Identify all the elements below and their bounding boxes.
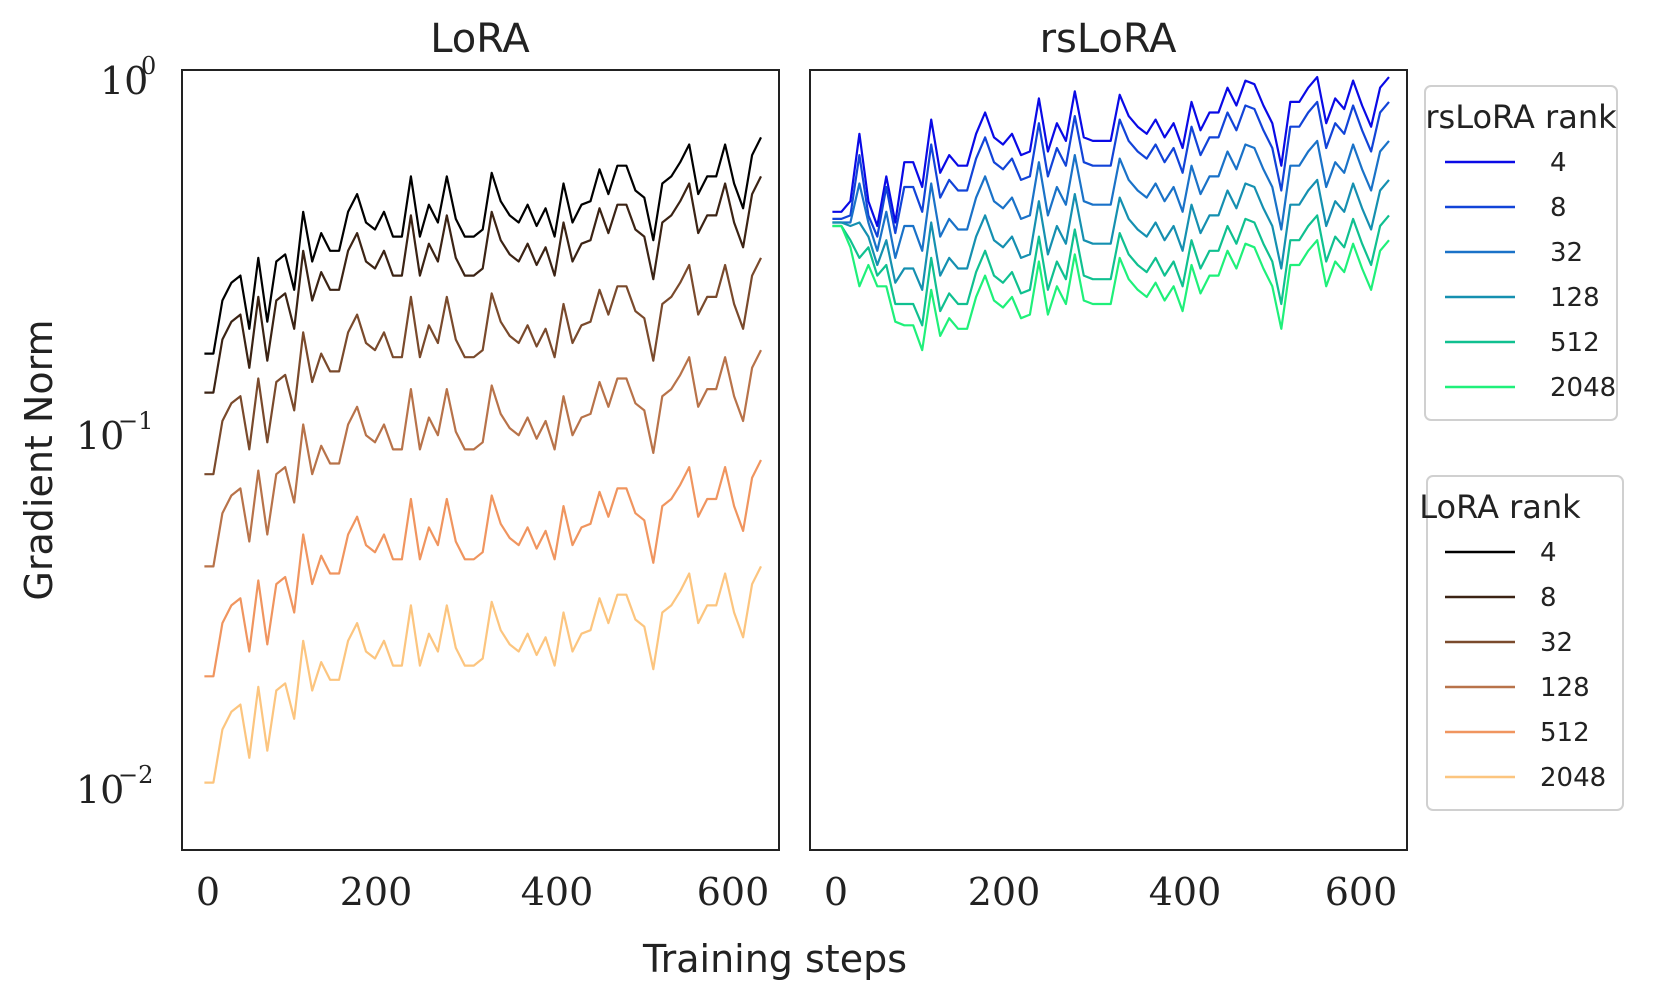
x-axis-label: Training steps <box>642 937 907 981</box>
y-tick-10e-2: 10 −2 <box>76 761 153 812</box>
rslora-series-rank-2048 <box>832 224 1390 352</box>
lora-panel-frame <box>181 69 780 851</box>
rslora-legend-label-8: 8 <box>1550 193 1567 223</box>
x-tick-label: 400 <box>521 870 594 914</box>
rslora-series-rank-128 <box>832 178 1390 291</box>
rslora-legend-label-512: 512 <box>1550 328 1600 358</box>
lora-legend-label-512: 512 <box>1540 718 1590 748</box>
lora-series-group <box>204 136 762 784</box>
y-tick-exponent: −2 <box>118 761 153 789</box>
x-tick-label: 0 <box>196 870 220 914</box>
lora-legend-label-128: 128 <box>1540 673 1590 703</box>
rslora-legend-title: rsLoRA rank <box>1425 98 1617 136</box>
x-tick-label: 200 <box>968 870 1041 914</box>
lora-legend: LoRA rank 4 8 32 128 512 2048 <box>1419 475 1624 811</box>
y-tick-base: 10 <box>76 414 124 458</box>
rslora-legend-box <box>1424 85 1618 421</box>
rslora-legend-label-2048: 2048 <box>1550 373 1616 403</box>
rslora-series-rank-32 <box>832 139 1390 259</box>
rslora-legend-label-4: 4 <box>1550 148 1567 178</box>
y-tick-exponent: −1 <box>118 407 153 435</box>
lora-x-ticks: 0 200 400 600 <box>196 870 769 914</box>
x-tick-label: 200 <box>340 870 413 914</box>
lora-legend-label-8: 8 <box>1540 583 1557 613</box>
y-tick-10e-1: 10 −1 <box>76 407 153 458</box>
rslora-series-rank-4 <box>832 75 1390 228</box>
rslora-panel-frame <box>809 69 1408 851</box>
rslora-series-group <box>832 75 1390 352</box>
y-tick-base: 10 <box>100 59 148 103</box>
rslora-panel-title: rsLoRA <box>1040 16 1178 62</box>
lora-legend-title: LoRA rank <box>1419 488 1581 526</box>
x-tick-label: 600 <box>697 870 770 914</box>
rslora-legend-label-32: 32 <box>1550 238 1583 268</box>
y-tick-base: 10 <box>76 768 124 812</box>
y-tick-exponent: 0 <box>141 52 156 80</box>
lora-legend-label-2048: 2048 <box>1540 763 1606 793</box>
lora-legend-label-4: 4 <box>1540 538 1557 568</box>
lora-series-rank-2048 <box>204 565 762 784</box>
lora-legend-box <box>1426 475 1624 811</box>
y-tick-10e0: 10 0 <box>100 52 156 103</box>
y-axis-label: Gradient Norm <box>17 319 61 600</box>
rslora-x-ticks: 0 200 400 600 <box>824 870 1397 914</box>
rslora-legend: rsLoRA rank 4 8 32 128 512 2048 <box>1424 85 1618 421</box>
lora-series-rank-32 <box>204 257 762 476</box>
x-tick-label: 400 <box>1149 870 1222 914</box>
rslora-series-rank-512 <box>832 214 1390 327</box>
x-tick-label: 0 <box>824 870 848 914</box>
rslora-series-rank-8 <box>832 100 1390 238</box>
lora-series-rank-512 <box>204 459 762 678</box>
lora-legend-entries: 4 8 32 128 512 2048 <box>1445 538 1606 793</box>
x-tick-label: 600 <box>1325 870 1398 914</box>
lora-series-rank-128 <box>204 349 762 568</box>
lora-series-rank-4 <box>204 136 762 355</box>
lora-series-rank-8 <box>204 175 762 394</box>
rslora-legend-entries: 4 8 32 128 512 2048 <box>1445 148 1616 403</box>
lora-panel-title: LoRA <box>430 16 530 62</box>
lora-legend-label-32: 32 <box>1540 628 1573 658</box>
rslora-legend-label-128: 128 <box>1550 283 1600 313</box>
